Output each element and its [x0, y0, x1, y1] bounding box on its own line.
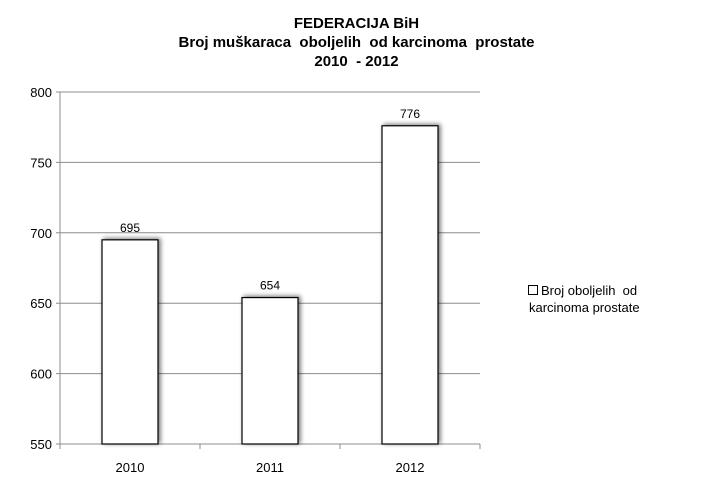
y-tick-label-550: 550 [30, 437, 52, 452]
bars [101, 125, 439, 445]
title-line-3: 2010 - 2012 [314, 53, 399, 70]
labels: 550 600 650 700 750 800 695 2010 654 2011 776 2012 [30, 85, 424, 475]
bar-2011 [241, 296, 299, 445]
x-tick-label-2012: 2012 [396, 460, 425, 475]
x-tick-label-2011: 2011 [256, 460, 284, 475]
y-tick-label-600: 600 [30, 367, 52, 382]
bar-2012 [381, 125, 439, 445]
data-label-2012: 776 [400, 107, 420, 121]
y-tick-label-650: 650 [30, 296, 52, 311]
title-line-2: Broj muškaraca oboljelih od karcinoma pr… [178, 34, 535, 51]
legend-label-line-2: karcinoma prostate [529, 300, 640, 315]
title-line-1: FEDERACIJA BiH [293, 15, 420, 32]
data-label-2010: 695 [120, 221, 140, 235]
y-tick-label-750: 750 [30, 155, 52, 170]
y-tick-label-800: 800 [30, 85, 52, 100]
bar-2010 [101, 239, 159, 445]
legend: Broj oboljelih od karcinoma prostate [528, 282, 708, 316]
data-label-2011: 654 [260, 279, 280, 293]
y-tick-label-700: 700 [30, 226, 52, 241]
x-tick-label-2010: 2010 [116, 460, 145, 475]
chart-title: FEDERACIJA BiH Broj muškaraca oboljelih … [0, 14, 713, 71]
legend-swatch [528, 285, 538, 295]
legend-label-line-1: Broj oboljelih od [541, 283, 638, 298]
